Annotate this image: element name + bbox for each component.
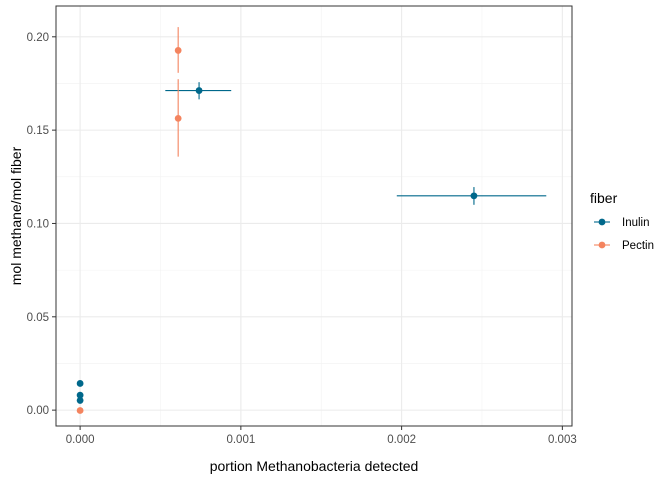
x-axis-label: portion Methanobacteria detected	[210, 458, 419, 474]
data-point-inulin	[195, 87, 203, 94]
legend-key-point	[598, 218, 606, 226]
y-tick-label: 0.00	[27, 405, 49, 417]
grid-minor	[56, 6, 572, 426]
y-tick-label: 0.20	[27, 32, 49, 44]
legend-title: fiber	[590, 190, 618, 206]
y-tick-label: 0.10	[27, 218, 49, 230]
x-axis: 0.000 0.001 0.002 0.003	[66, 426, 577, 446]
panel-border	[55, 5, 573, 427]
legend: fiber Inulin Pectin	[590, 190, 654, 252]
data-points	[76, 47, 478, 414]
legend-key-point	[598, 241, 606, 249]
y-axis: 0.00 0.05 0.10 0.15 0.20	[27, 32, 56, 417]
x-tick-label: 0.001	[226, 434, 255, 446]
x-tick-label: 0.000	[66, 434, 95, 446]
legend-items: Inulin Pectin	[594, 217, 654, 252]
grid-major	[56, 6, 572, 426]
y-tick-label: 0.15	[27, 125, 49, 137]
data-point-inulin	[76, 391, 84, 399]
data-point-pectin	[174, 114, 182, 122]
data-point-inulin	[76, 380, 84, 387]
data-point-inulin	[76, 397, 84, 404]
legend-label: Inulin	[622, 217, 650, 229]
data-point-pectin	[76, 407, 84, 414]
x-tick-label: 0.002	[387, 434, 416, 446]
x-tick-label: 0.003	[548, 434, 577, 446]
legend-label: Pectin	[622, 240, 654, 252]
y-axis-label: mol methane/mol fiber	[8, 146, 24, 285]
data-point-pectin	[174, 47, 182, 54]
data-point-inulin	[470, 192, 478, 200]
y-tick-label: 0.05	[27, 312, 49, 324]
